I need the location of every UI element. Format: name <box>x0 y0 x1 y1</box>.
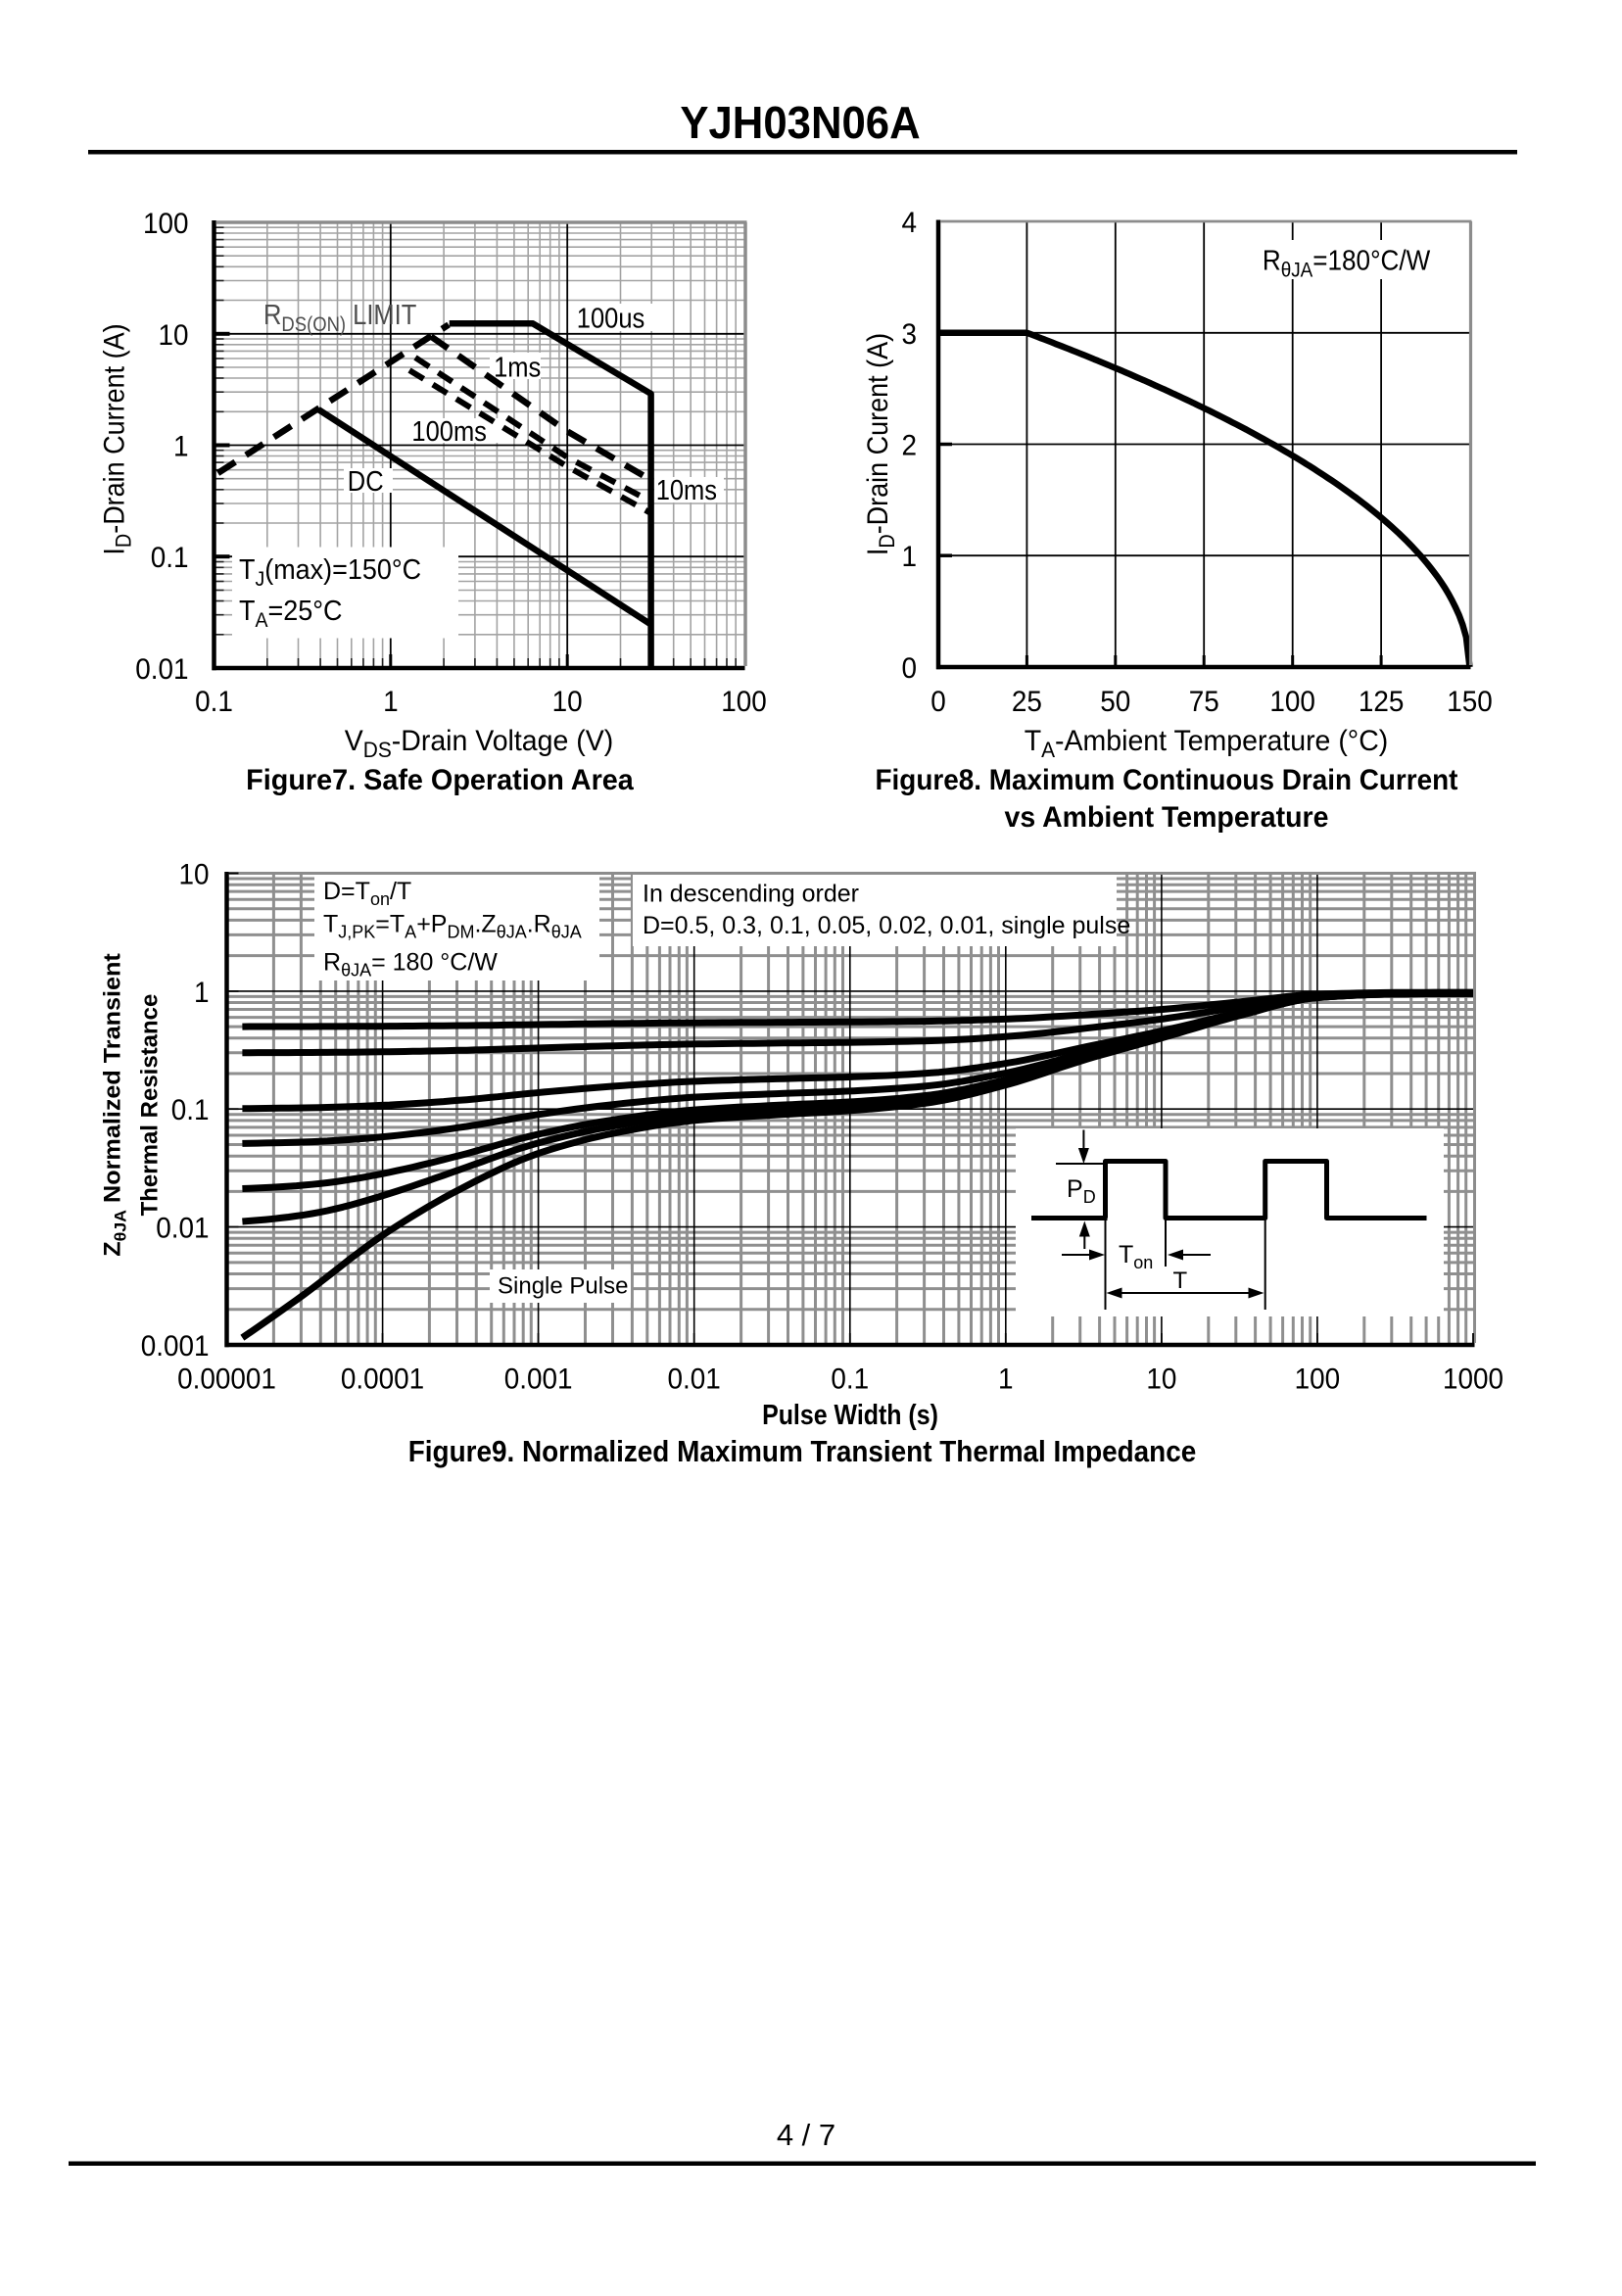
svg-text:Figure7. Safe Operation Area: Figure7. Safe Operation Area <box>246 763 634 796</box>
svg-text:10: 10 <box>1146 1363 1176 1396</box>
svg-text:D=0.5, 0.3, 0.1, 0.05, 0.02, 0: D=0.5, 0.3, 0.1, 0.05, 0.02, 0.01, singl… <box>643 912 1130 939</box>
svg-text:1: 1 <box>998 1363 1014 1396</box>
svg-text:0.01: 0.01 <box>156 1213 209 1245</box>
svg-text:0.001: 0.001 <box>141 1330 210 1363</box>
svg-text:0.01: 0.01 <box>668 1363 721 1396</box>
svg-text:DC: DC <box>348 464 384 497</box>
svg-text:100: 100 <box>1295 1363 1341 1396</box>
svg-text:ID-Drain Current (A): ID-Drain Current (A) <box>98 323 136 554</box>
svg-text:100us: 100us <box>577 302 644 334</box>
svg-text:0.1: 0.1 <box>831 1363 869 1396</box>
svg-text:RθJA​= 180 °C/W: RθJA​= 180 °C/W <box>323 949 498 981</box>
svg-text:D=Ton​/T: D=Ton​/T <box>323 878 411 909</box>
svg-text:Figure8. Maximum Continuous Dr: Figure8. Maximum Continuous Drain Curren… <box>876 764 1458 796</box>
svg-text:0.01: 0.01 <box>135 653 188 686</box>
svg-text:0: 0 <box>930 686 946 718</box>
svg-text:RθJA​=180°C/W: RθJA​=180°C/W <box>1263 244 1430 282</box>
svg-text:vs Ambient Temperature: vs Ambient Temperature <box>1005 801 1329 834</box>
svg-text:10: 10 <box>158 319 188 352</box>
svg-text:1000: 1000 <box>1443 1363 1503 1396</box>
svg-text:125: 125 <box>1359 686 1405 718</box>
svg-text:2: 2 <box>901 430 917 462</box>
svg-text:YJH03N06A: YJH03N06A <box>680 97 920 148</box>
svg-text:TA​-Ambient Temperature (°C): TA​-Ambient Temperature (°C) <box>1025 725 1389 762</box>
svg-text:1: 1 <box>901 541 917 573</box>
svg-text:0.00001: 0.00001 <box>177 1363 276 1396</box>
svg-text:0.0001: 0.0001 <box>341 1363 424 1396</box>
svg-text:Single Pulse: Single Pulse <box>498 1273 628 1300</box>
svg-text:1: 1 <box>383 686 399 718</box>
svg-text:3: 3 <box>901 318 917 351</box>
svg-text:75: 75 <box>1189 686 1219 718</box>
svg-text:TJ​(max)=150°C: TJ​(max)=150°C <box>239 553 421 591</box>
svg-text:10: 10 <box>552 686 583 718</box>
svg-text:ZθJA Normalized Transient: ZθJA Normalized Transient <box>100 953 129 1257</box>
svg-text:0.1: 0.1 <box>195 686 233 718</box>
svg-text:4: 4 <box>901 207 917 239</box>
svg-text:1ms: 1ms <box>494 351 541 383</box>
svg-text:0.1: 0.1 <box>151 542 189 574</box>
svg-text:Figure9. Normalized Maximum Tr: Figure9. Normalized Maximum Transient Th… <box>408 1435 1197 1469</box>
svg-text:0: 0 <box>901 652 917 685</box>
svg-text:In descending order: In descending order <box>643 881 859 908</box>
svg-text:100: 100 <box>143 208 189 240</box>
svg-text:0.001: 0.001 <box>504 1363 573 1396</box>
svg-text:25: 25 <box>1012 686 1042 718</box>
svg-text:4 / 7: 4 / 7 <box>777 2118 835 2152</box>
svg-text:100: 100 <box>1269 686 1315 718</box>
svg-text:0.1: 0.1 <box>171 1094 210 1126</box>
svg-text:100ms: 100ms <box>411 414 487 447</box>
svg-text:10: 10 <box>178 859 209 891</box>
svg-text:T: T <box>1173 1268 1188 1294</box>
svg-text:10ms: 10ms <box>656 473 717 505</box>
svg-text:Thermal Resistance: Thermal Resistance <box>137 994 164 1217</box>
svg-text:150: 150 <box>1447 686 1493 718</box>
svg-text:Pulse Width (s): Pulse Width (s) <box>762 1399 938 1430</box>
svg-text:1: 1 <box>173 431 189 463</box>
svg-text:1: 1 <box>194 977 210 1009</box>
svg-text:100: 100 <box>721 686 767 718</box>
svg-text:50: 50 <box>1100 686 1130 718</box>
svg-text:ID-Drain Curent (A): ID-Drain Curent (A) <box>862 333 900 555</box>
